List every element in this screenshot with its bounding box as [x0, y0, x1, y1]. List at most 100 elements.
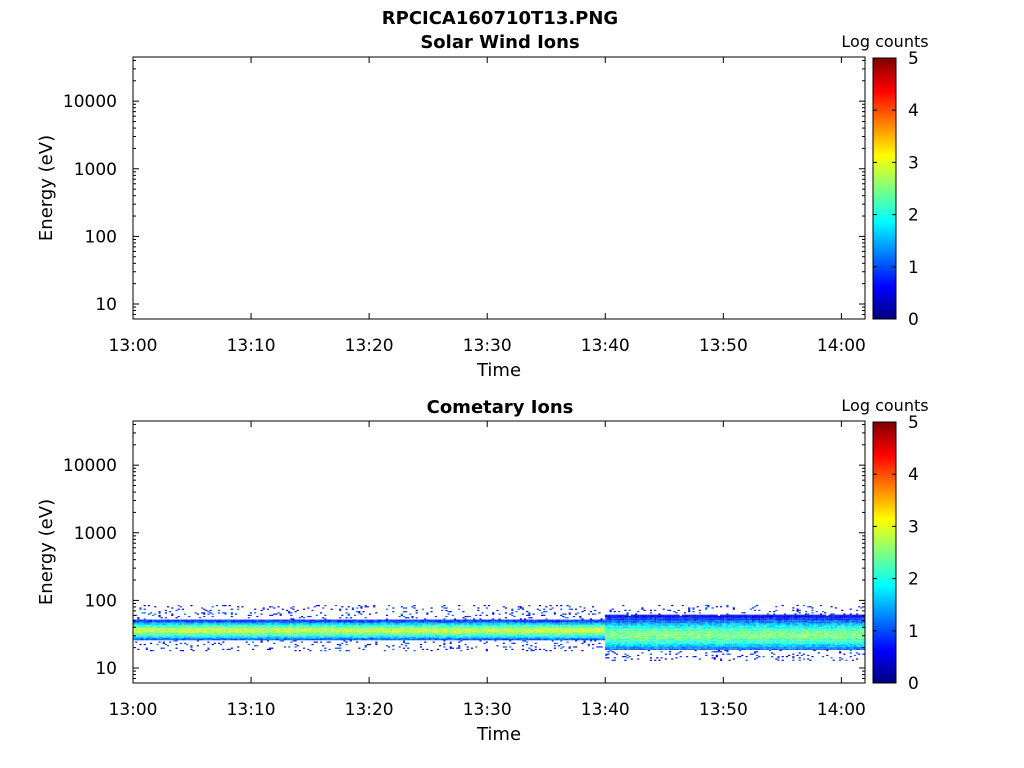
heatmap-cell — [373, 636, 376, 638]
heatmap-cell — [405, 650, 408, 652]
heatmap-cell — [143, 632, 146, 635]
heatmap-cell — [247, 624, 250, 626]
heatmap-cell — [443, 619, 446, 621]
heatmap-cell — [373, 639, 376, 641]
heatmap-cell — [349, 622, 352, 624]
heatmap-cell — [602, 628, 605, 630]
heatmap-cell — [426, 631, 429, 633]
heatmap-cell — [201, 637, 204, 640]
heatmap-cell — [171, 639, 174, 641]
heatmap-cell — [622, 637, 625, 639]
heatmap-cell — [192, 628, 195, 630]
heatmap-cell — [362, 622, 365, 624]
heatmap-cell — [364, 645, 367, 647]
heatmap-cell — [273, 632, 276, 635]
heatmap-cell — [177, 623, 180, 625]
heatmap-cell — [260, 629, 263, 631]
heatmap-cell — [360, 625, 363, 627]
heatmap-cell — [337, 637, 340, 640]
heatmap-cell — [568, 647, 571, 649]
heatmap-cell — [630, 621, 633, 624]
heatmap-cell — [570, 620, 573, 623]
y-tick-label: 10000 — [63, 92, 117, 112]
heatmap-cell — [473, 623, 476, 625]
heatmap-cell — [358, 626, 361, 629]
heatmap-cell — [596, 624, 599, 626]
heatmap-cell — [496, 630, 499, 632]
heatmap-cell — [637, 620, 640, 622]
heatmap-cell — [407, 629, 410, 631]
heatmap-cell — [260, 641, 263, 643]
heatmap-cell — [415, 622, 418, 624]
heatmap-cell — [560, 639, 563, 641]
heatmap-cell — [303, 634, 306, 636]
heatmap-cell — [222, 628, 225, 630]
heatmap-cell — [396, 639, 399, 641]
heatmap-cell — [337, 624, 340, 626]
heatmap-cell — [192, 624, 195, 626]
heatmap-cell — [271, 620, 274, 623]
heatmap-cell — [368, 631, 372, 633]
heatmap-cell — [498, 620, 501, 623]
heatmap-cell — [498, 625, 501, 627]
heatmap-cell — [485, 620, 488, 623]
heatmap-cell — [511, 637, 514, 640]
heatmap-cell — [245, 628, 248, 630]
heatmap-cell — [485, 624, 488, 626]
heatmap-cell — [618, 624, 621, 626]
heatmap-cell — [568, 629, 571, 631]
heatmap-cell — [577, 619, 580, 621]
heatmap-cell — [356, 623, 359, 625]
heatmap-cell — [396, 628, 399, 630]
heatmap-cell — [453, 622, 457, 624]
heatmap-cell — [147, 624, 151, 626]
heatmap-cell — [133, 637, 136, 640]
heatmap-cell — [334, 637, 338, 640]
heatmap-cell — [492, 631, 495, 633]
heatmap-cell — [139, 620, 142, 623]
heatmap-cell — [305, 635, 308, 637]
heatmap-cell — [379, 630, 382, 632]
heatmap-cell — [298, 630, 301, 632]
heatmap-cell — [368, 637, 372, 640]
heatmap-cell — [422, 629, 425, 631]
heatmap-cell — [605, 645, 608, 647]
heatmap-cell — [337, 634, 340, 636]
heatmap-cell — [292, 634, 295, 636]
heatmap-cell — [317, 629, 321, 631]
heatmap-cell — [611, 618, 614, 620]
heatmap-cell — [262, 626, 265, 629]
heatmap-cell — [305, 623, 308, 625]
heatmap-cell — [409, 613, 412, 615]
heatmap-cell — [602, 635, 605, 637]
heatmap-cell — [426, 628, 429, 630]
heatmap-cell — [224, 613, 227, 615]
heatmap-cell — [630, 629, 633, 631]
heatmap-cell — [513, 634, 516, 636]
heatmap-cell — [190, 637, 193, 640]
heatmap-cell — [445, 631, 448, 633]
heatmap-cell — [143, 608, 146, 610]
heatmap-cell — [426, 637, 429, 640]
heatmap-cell — [258, 622, 261, 624]
heatmap-cell — [137, 618, 140, 620]
heatmap-cell — [249, 631, 253, 633]
heatmap-cell — [485, 650, 488, 652]
heatmap-cell — [475, 622, 478, 624]
heatmap-cell — [639, 635, 642, 637]
heatmap-cell — [635, 629, 638, 631]
heatmap-cell — [258, 632, 261, 635]
heatmap-cell — [232, 634, 236, 636]
heatmap-cell — [315, 637, 318, 640]
heatmap-cell — [409, 625, 412, 627]
heatmap-cell — [205, 630, 208, 632]
heatmap-cell — [620, 647, 623, 649]
heatmap-cell — [585, 632, 588, 635]
heatmap-cell — [218, 628, 221, 630]
heatmap-cell — [605, 615, 608, 618]
heatmap-cell — [615, 635, 619, 637]
heatmap-cell — [252, 622, 255, 624]
heatmap-cell — [269, 648, 272, 651]
heatmap-cell — [262, 607, 265, 609]
heatmap-cell — [152, 620, 155, 623]
